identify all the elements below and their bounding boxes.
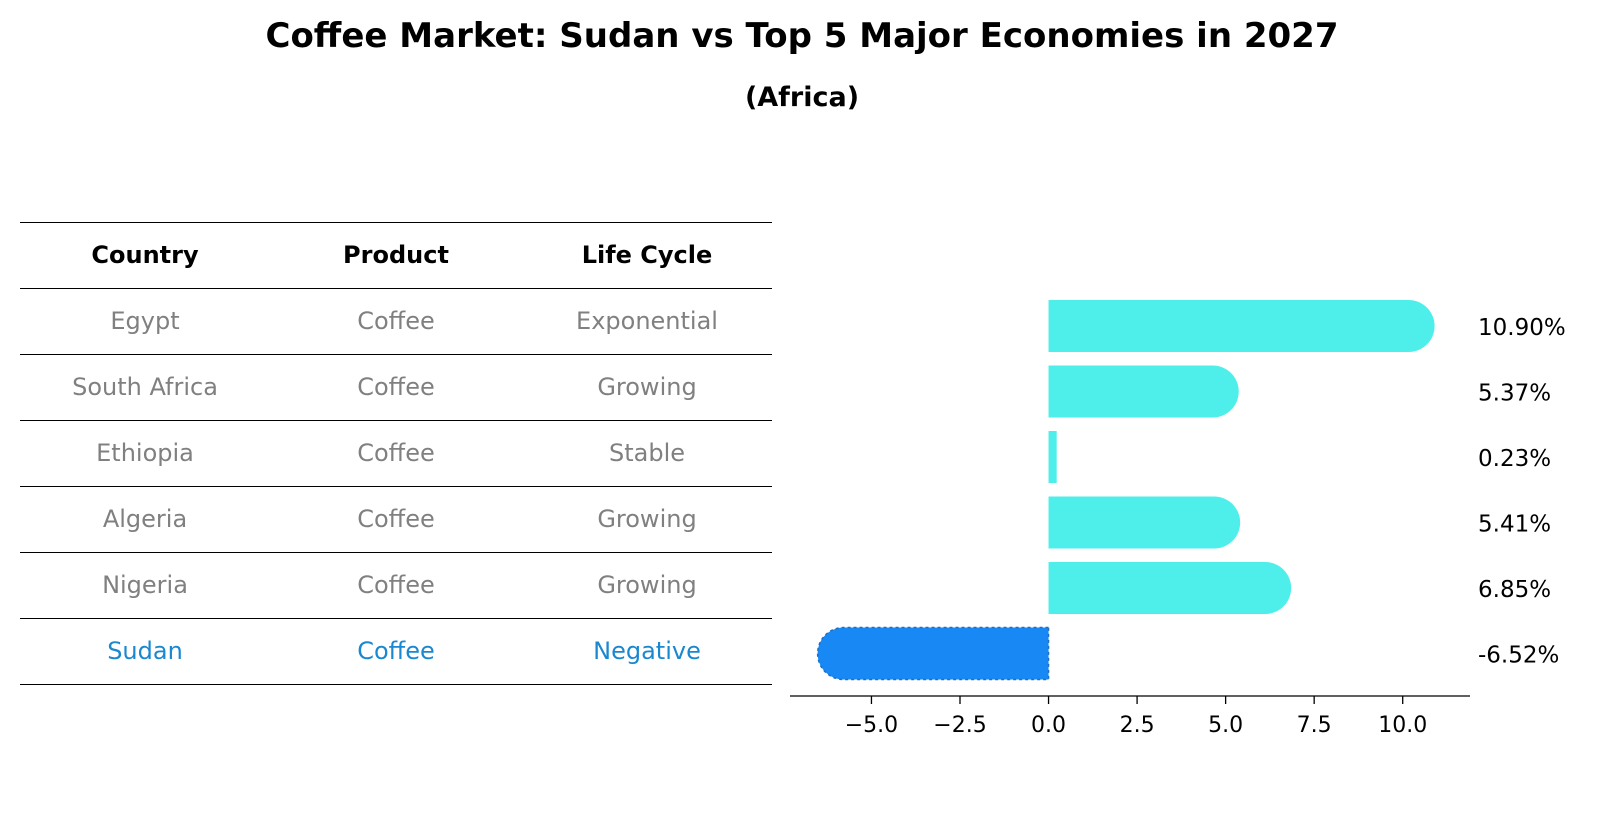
x-tick-label: −2.5	[933, 713, 986, 738]
x-tick-label: 0.0	[1031, 713, 1066, 738]
table-row: Algeria Coffee Growing	[20, 486, 772, 552]
bar-value-label: 5.37%	[1478, 381, 1551, 407]
cell-country: Ethiopia	[96, 439, 194, 467]
table-rule	[20, 486, 772, 487]
header-country: Country	[91, 241, 199, 269]
bar	[1048, 496, 1241, 549]
chart-subtitle: (Africa)	[744, 82, 860, 113]
cell-product: Coffee	[357, 637, 435, 665]
table-rule	[20, 618, 772, 619]
bar-value-label: -6.52%	[1478, 643, 1559, 669]
bar	[1048, 365, 1239, 418]
cell-life-cycle: Growing	[597, 571, 697, 599]
cell-life-cycle: Growing	[597, 373, 697, 401]
bar-value-label: 0.23%	[1478, 446, 1551, 472]
cell-country: Egypt	[110, 307, 180, 335]
cell-product: Coffee	[357, 439, 435, 467]
table-row-highlight: Sudan Coffee Negative	[20, 618, 772, 684]
table-row: South Africa Coffee Growing	[20, 354, 772, 420]
cell-product: Coffee	[357, 505, 435, 533]
cell-country: South Africa	[72, 373, 218, 401]
table-header-row: Country Product Life Cycle	[20, 222, 772, 288]
table-rule	[20, 354, 772, 355]
bar-value-label: 6.85%	[1478, 577, 1551, 603]
table-rule	[20, 420, 772, 421]
header-life-cycle: Life Cycle	[581, 241, 713, 269]
bar-value-label: 10.90%	[1478, 315, 1566, 341]
cell-life-cycle: Stable	[608, 439, 686, 467]
table-row: Nigeria Coffee Growing	[20, 552, 772, 618]
chart-title: Coffee Market: Sudan vs Top 5 Major Econ…	[265, 16, 1339, 56]
cell-product: Coffee	[357, 307, 435, 335]
x-tick-label: 5.0	[1208, 713, 1243, 738]
cell-country: Algeria	[102, 505, 188, 533]
x-tick-label: 10.0	[1378, 713, 1427, 738]
table-rule	[20, 552, 772, 553]
cell-life-cycle: Exponential	[576, 307, 718, 335]
cell-life-cycle: Negative	[593, 637, 701, 665]
header-product: Product	[343, 241, 449, 269]
table-row: Ethiopia Coffee Stable	[20, 420, 772, 486]
table-rule	[20, 684, 772, 685]
bar	[1048, 300, 1435, 352]
bar-value-label: 5.41%	[1478, 512, 1551, 538]
x-tick-label: 2.5	[1120, 713, 1155, 738]
cell-country: Sudan	[107, 637, 183, 665]
cell-product: Coffee	[357, 373, 435, 401]
x-tick-label: −5.0	[845, 713, 898, 738]
table-row: Egypt Coffee Exponential	[20, 288, 772, 354]
cell-life-cycle: Growing	[597, 505, 697, 533]
cell-product: Coffee	[357, 571, 435, 599]
x-tick-label: 7.5	[1297, 713, 1332, 738]
bar	[1048, 431, 1057, 483]
bar	[816, 626, 1050, 681]
table-rule	[20, 222, 772, 223]
bar	[1048, 562, 1292, 614]
table-rule	[20, 288, 772, 289]
cell-country: Nigeria	[102, 571, 188, 599]
